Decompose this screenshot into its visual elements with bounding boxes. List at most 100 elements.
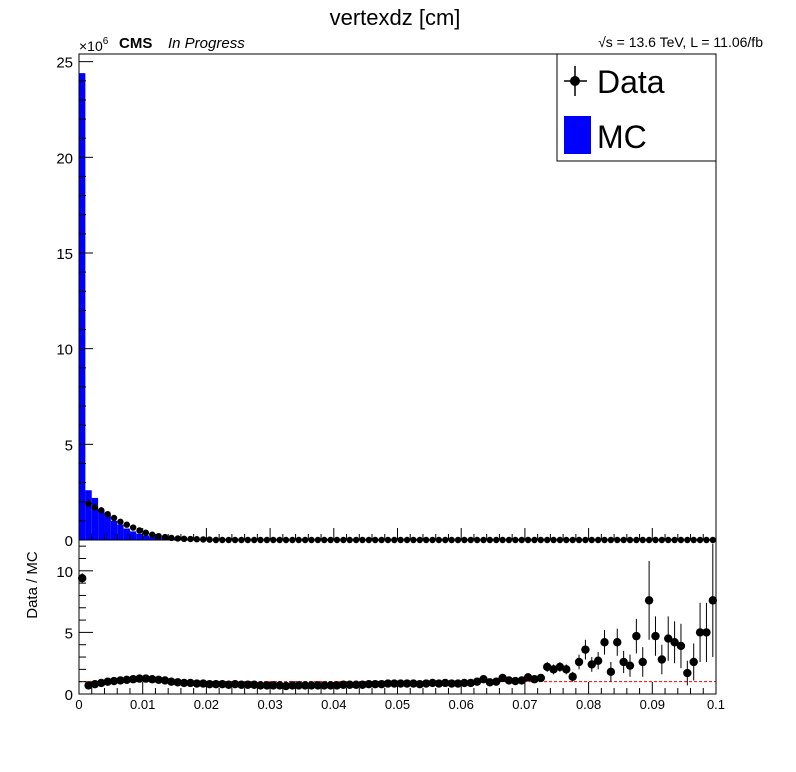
- status-label: In Progress: [168, 35, 245, 52]
- ratio-point: [364, 679, 374, 689]
- data-point: [174, 535, 181, 542]
- ratio-point: [600, 638, 609, 647]
- data-point: [117, 518, 124, 526]
- mc-bar: [79, 73, 86, 540]
- ratio-point: [84, 681, 93, 690]
- ratio-point: [205, 679, 214, 689]
- ratio-point: [472, 677, 482, 686]
- ratio-point: [625, 661, 635, 670]
- ratio-point: [409, 679, 418, 688]
- ratio-point: [396, 679, 405, 688]
- y-exponent-label: ×106: [79, 36, 109, 54]
- mc-bar: [149, 536, 156, 540]
- ratio-point: [160, 676, 170, 685]
- ratio-point: [179, 678, 189, 688]
- ratio-point: [593, 656, 603, 665]
- data-point: [123, 521, 130, 528]
- cms-label: CMS: [119, 35, 152, 52]
- ratio-point: [498, 673, 507, 683]
- mc-bar: [110, 520, 118, 540]
- ratio-point: [485, 678, 495, 687]
- ratio-point: [141, 674, 151, 683]
- x-tick-label: 0.04: [321, 697, 346, 712]
- ratio-point: [549, 665, 558, 674]
- ratio-frame: [78, 539, 717, 695]
- ratio-point: [676, 641, 686, 651]
- ratio-y-axis-label: Data / MC: [24, 551, 41, 619]
- ratio-point: [307, 681, 316, 690]
- mc-histogram: [79, 73, 207, 540]
- ratio-point: [434, 679, 444, 688]
- ratio-point: [670, 638, 679, 647]
- ratio-y-tick-label: 0: [65, 687, 73, 704]
- ratio-point: [695, 628, 705, 637]
- ratio-markers: [77, 543, 718, 691]
- legend-mc-swatch: [564, 116, 591, 154]
- ratio-point: [237, 680, 246, 689]
- mc-bar: [85, 490, 92, 540]
- ratio-point: [173, 678, 182, 687]
- data-point: [91, 504, 99, 511]
- ratio-point: [358, 680, 367, 689]
- ratio-point: [441, 678, 450, 688]
- mc-bar: [98, 509, 105, 540]
- data-point: [149, 531, 156, 538]
- data-point: [129, 524, 137, 531]
- mc-bar: [123, 528, 130, 540]
- x-tick-label: 0.1: [707, 697, 725, 712]
- x-tick-label: 0.08: [576, 697, 601, 712]
- ratio-point: [281, 681, 291, 691]
- ratio-point: [128, 675, 138, 684]
- legend-mc-label: MC: [597, 119, 647, 155]
- legend-data-label: Data: [597, 64, 665, 100]
- ratio-point: [708, 596, 718, 605]
- ratio-point: [109, 676, 119, 686]
- y-tick-label: 0: [65, 533, 73, 550]
- data-point: [193, 536, 201, 543]
- ratio-point: [390, 679, 399, 688]
- ratio-point: [492, 677, 501, 686]
- ratio-point: [90, 679, 100, 689]
- main-y-axis: 0 5 10 15 20 25: [56, 55, 93, 550]
- ratio-point: [587, 660, 596, 669]
- ratio-point: [243, 680, 252, 689]
- ratio-point: [116, 676, 125, 685]
- ratio-point: [262, 681, 272, 690]
- mc-bar: [129, 531, 137, 540]
- ratio-point: [638, 657, 647, 667]
- ratio-point: [275, 681, 284, 690]
- ratio-point: [536, 673, 546, 683]
- data-point: [161, 533, 169, 541]
- mc-bar: [136, 533, 143, 540]
- y-tick-label: 15: [56, 246, 73, 263]
- ratio-point: [256, 681, 265, 690]
- ratio-point: [186, 678, 195, 688]
- x-tick-label: 0.01: [130, 697, 155, 712]
- ratio-point: [651, 631, 660, 641]
- legend: Data MC: [556, 53, 717, 162]
- ratio-point: [402, 679, 412, 688]
- ratio-point: [415, 679, 424, 689]
- data-point: [85, 500, 92, 507]
- ratio-point: [689, 657, 698, 667]
- ratio-point: [581, 645, 590, 654]
- data-point: [187, 535, 194, 543]
- ratio-point: [122, 675, 131, 685]
- ratio-point: [383, 679, 393, 688]
- mc-bar: [142, 535, 150, 540]
- ratio-point: [377, 679, 386, 689]
- x-tick-label: 0.07: [512, 697, 537, 712]
- ratio-point: [530, 675, 539, 684]
- data-point: [142, 529, 150, 536]
- chart-title: vertexdz [cm]: [330, 5, 461, 30]
- ratio-point: [453, 679, 463, 688]
- ratio-point: [562, 665, 571, 674]
- ratio-point: [428, 678, 437, 688]
- ratio-point: [613, 638, 622, 647]
- ratio-point: [504, 676, 514, 685]
- ratio-point: [523, 673, 533, 682]
- y-exponent-prefix: ×10: [79, 38, 103, 54]
- ratio-point: [167, 677, 176, 686]
- y-tick-label: 5: [65, 437, 73, 454]
- data-point: [180, 535, 188, 543]
